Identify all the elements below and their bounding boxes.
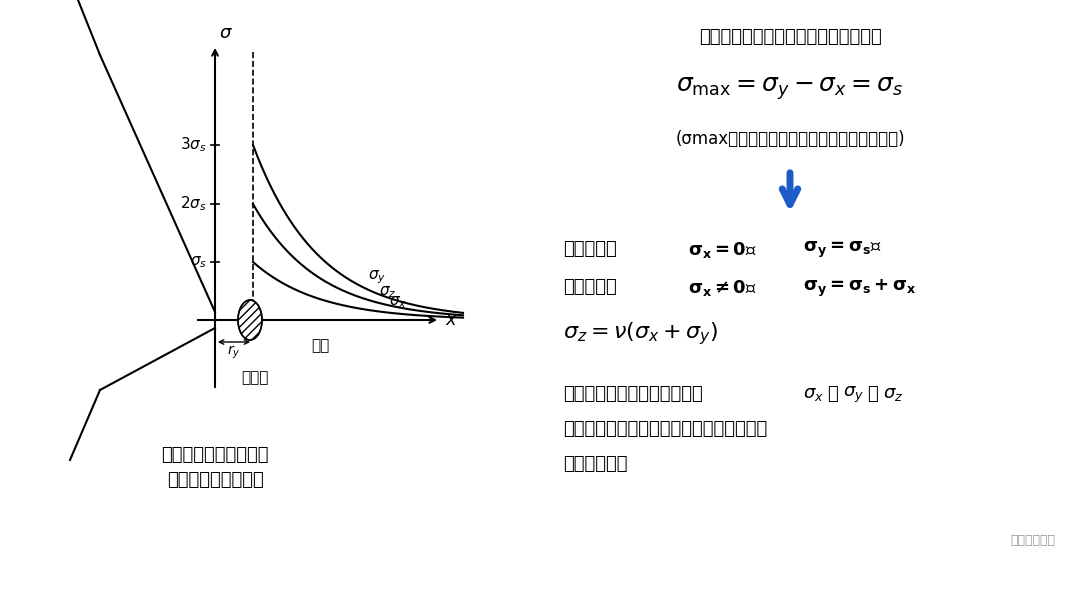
Ellipse shape	[238, 300, 262, 340]
Text: $3\sigma_s$: $3\sigma_s$	[180, 135, 207, 154]
Text: $r_y$: $r_y$	[227, 344, 241, 361]
Text: $\sigma_s$: $\sigma_s$	[190, 254, 207, 270]
Text: $\sigma_y$: $\sigma_y$	[368, 269, 387, 286]
Text: $\sigma_z$: $\sigma_z$	[883, 385, 903, 403]
Text: $\sigma_z$: $\sigma_z$	[379, 284, 396, 300]
Text: $\sigma_z = \nu\left(\sigma_x + \sigma_y\right)$: $\sigma_z = \nu\left(\sigma_x + \sigma_y…	[563, 320, 718, 347]
Text: $2\sigma_s$: $2\sigma_s$	[180, 194, 207, 213]
Text: $\sigma$: $\sigma$	[219, 24, 233, 42]
Text: (σmax为在三向应力状态下换算的最大正应力): (σmax为在三向应力状态下换算的最大正应力)	[675, 130, 905, 148]
Text: $\mathbf{\sigma_x=0}$，: $\mathbf{\sigma_x=0}$，	[688, 240, 757, 260]
Text: $\mathbf{\sigma_y=\sigma_s+\sigma_x}$: $\mathbf{\sigma_y=\sigma_s+\sigma_x}$	[804, 278, 917, 299]
Text: $\mathbf{\sigma_x \neq 0}$，: $\mathbf{\sigma_x \neq 0}$，	[688, 278, 757, 298]
Text: $\sigma_{\mathrm{max}}=\sigma_{y}-\sigma_{x}=\sigma_{s}$: $\sigma_{\mathrm{max}}=\sigma_{y}-\sigma…	[676, 75, 904, 102]
Text: 缺口内侧截面上局部区: 缺口内侧截面上局部区	[161, 446, 269, 464]
Text: $\sigma_x$: $\sigma_x$	[804, 385, 824, 403]
Text: 的最大值都不在根部，而是移动到弹塑性变: 的最大值都不在根部，而是移动到弹塑性变	[563, 420, 767, 438]
Text: 当缺口根部发生塑性变形后，: 当缺口根部发生塑性变形后，	[563, 385, 703, 403]
Text: 根据屈雷斯加判据，材料屈服的条件是: 根据屈雷斯加判据，材料屈服的条件是	[699, 28, 881, 46]
Text: 形的交界处。: 形的交界处。	[563, 455, 627, 473]
Text: 缺口内侧：: 缺口内侧：	[563, 278, 617, 296]
Text: 、: 、	[868, 385, 885, 403]
Text: $\mathbf{\sigma_y=\sigma_s}$；: $\mathbf{\sigma_y=\sigma_s}$；	[804, 240, 881, 260]
Text: 、: 、	[828, 385, 845, 403]
Text: 距离: 距离	[311, 338, 329, 353]
Text: 缺口根部：: 缺口根部：	[563, 240, 617, 258]
Text: 域屈服后的应力分布: 域屈服后的应力分布	[166, 471, 264, 489]
Text: $\sigma_y$: $\sigma_y$	[843, 385, 864, 405]
Text: 塑性区: 塑性区	[241, 370, 269, 385]
Text: 机械工程材料: 机械工程材料	[1010, 534, 1055, 547]
Text: x: x	[445, 311, 456, 329]
Text: $\sigma_x$: $\sigma_x$	[390, 294, 407, 310]
